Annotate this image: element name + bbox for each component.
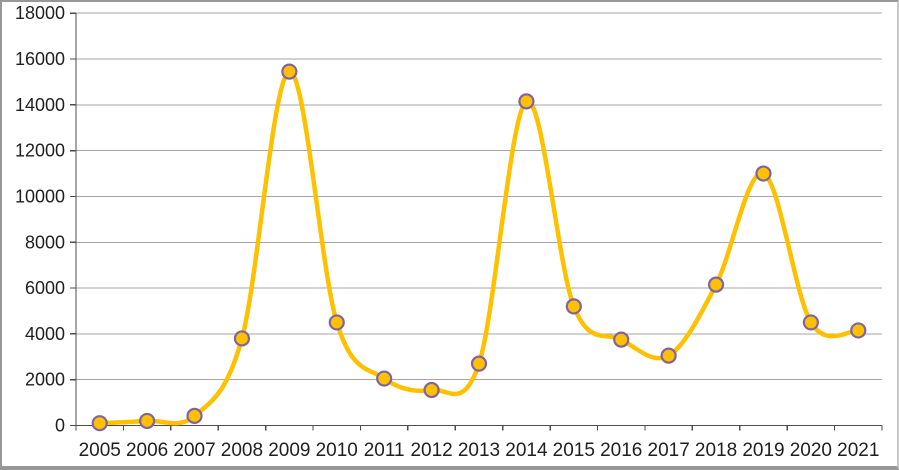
x-axis-label: 2009 [268, 440, 310, 461]
x-axis-label: 2014 [505, 440, 548, 461]
y-axis-label: 12000 [15, 141, 65, 161]
x-axis-label: 2008 [221, 440, 263, 461]
data-point-marker-2009 [281, 63, 298, 80]
x-axis-label: 2021 [837, 440, 879, 461]
x-axis-label: 2010 [316, 440, 358, 461]
y-axis-label: 4000 [25, 324, 65, 344]
x-axis-label: 2016 [600, 440, 642, 461]
y-axis-label: 14000 [15, 95, 65, 115]
data-point-marker-2006 [139, 412, 156, 430]
y-axis-label: 6000 [25, 278, 65, 298]
data-point-marker-2005 [91, 415, 108, 432]
data-point-marker-2008 [233, 330, 251, 347]
y-axis-label: 16000 [15, 49, 65, 69]
x-axis-label: 2018 [695, 440, 737, 461]
x-axis-label: 2012 [410, 440, 452, 461]
x-axis-label: 2011 [364, 440, 405, 461]
x-axis-label: 2015 [553, 440, 595, 461]
y-axis-label: 18000 [15, 3, 65, 23]
data-series-line [97, 69, 861, 426]
x-axis-label: 2013 [458, 440, 500, 461]
data-point-marker-2020 [802, 314, 819, 331]
data-point-marker-2017 [660, 347, 677, 364]
data-point-marker-2013 [470, 355, 488, 372]
data-point-marker-2019 [755, 165, 772, 182]
x-axis-label: 2020 [790, 440, 832, 461]
data-point-marker-2021 [850, 322, 867, 339]
data-point-marker-2018 [707, 276, 725, 293]
y-axis-label: 0 [55, 416, 65, 436]
data-point-marker-2011 [376, 370, 393, 387]
data-point-marker-2014 [518, 93, 535, 110]
x-axis-label: 2019 [742, 440, 784, 461]
y-axis-label: 10000 [15, 186, 65, 206]
x-axis-label: 2005 [79, 440, 121, 461]
x-axis-label: 2017 [648, 440, 690, 461]
data-point-marker-2015 [565, 298, 582, 315]
data-point-marker-2012 [423, 381, 440, 399]
data-point-marker-2007 [186, 407, 203, 424]
data-point-marker-2010 [328, 314, 345, 331]
x-axis-label: 2007 [173, 440, 215, 461]
x-axis-label: 2006 [126, 440, 168, 461]
y-axis-label: 8000 [25, 232, 65, 252]
data-point-marker-2016 [613, 331, 630, 348]
y-axis-label: 2000 [25, 370, 65, 390]
